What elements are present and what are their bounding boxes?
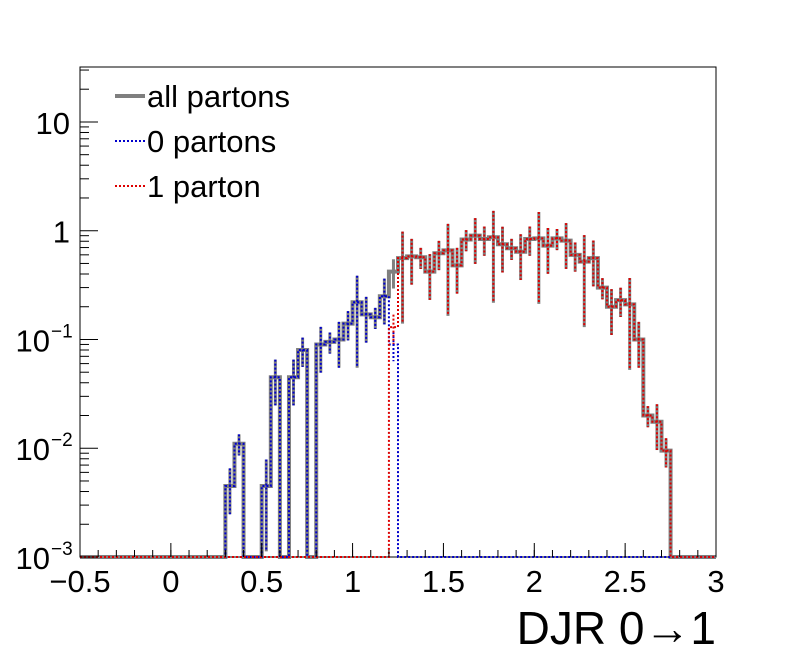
x-tick-label: −0.5 bbox=[49, 564, 110, 599]
x-tick-label: 2.5 bbox=[604, 564, 647, 599]
x-tick-label: 1.5 bbox=[422, 564, 465, 599]
y-tick-label: 10 bbox=[16, 323, 50, 358]
y-tick-label: 10 bbox=[16, 541, 50, 576]
x-tick-label: 1 bbox=[344, 564, 361, 599]
legend: all partons 0 partons 1 parton bbox=[115, 79, 290, 204]
series-1-step-line bbox=[80, 295, 716, 558]
x-tick-label: 3 bbox=[707, 564, 724, 599]
y-tick-exponent: −2 bbox=[51, 430, 73, 451]
y-tick-exponent: −3 bbox=[51, 539, 73, 560]
y-tick-label: 10 bbox=[36, 106, 70, 141]
x-tick-label: 0.5 bbox=[240, 564, 283, 599]
series-1 bbox=[80, 275, 716, 558]
histogram-layer bbox=[80, 210, 716, 559]
y-tick-label: 1 bbox=[53, 215, 70, 250]
legend-label: all partons bbox=[147, 79, 290, 114]
y-tick-exponent: −1 bbox=[51, 321, 73, 342]
legend-label: 0 partons bbox=[147, 124, 276, 159]
x-tick-label: 0 bbox=[162, 564, 179, 599]
series-2 bbox=[80, 210, 716, 558]
legend-label: 1 parton bbox=[147, 169, 261, 204]
y-tick-label: 10 bbox=[16, 432, 50, 467]
x-tick-label: 2 bbox=[526, 564, 543, 599]
x-axis-title: DJR 0→1 bbox=[517, 602, 716, 654]
